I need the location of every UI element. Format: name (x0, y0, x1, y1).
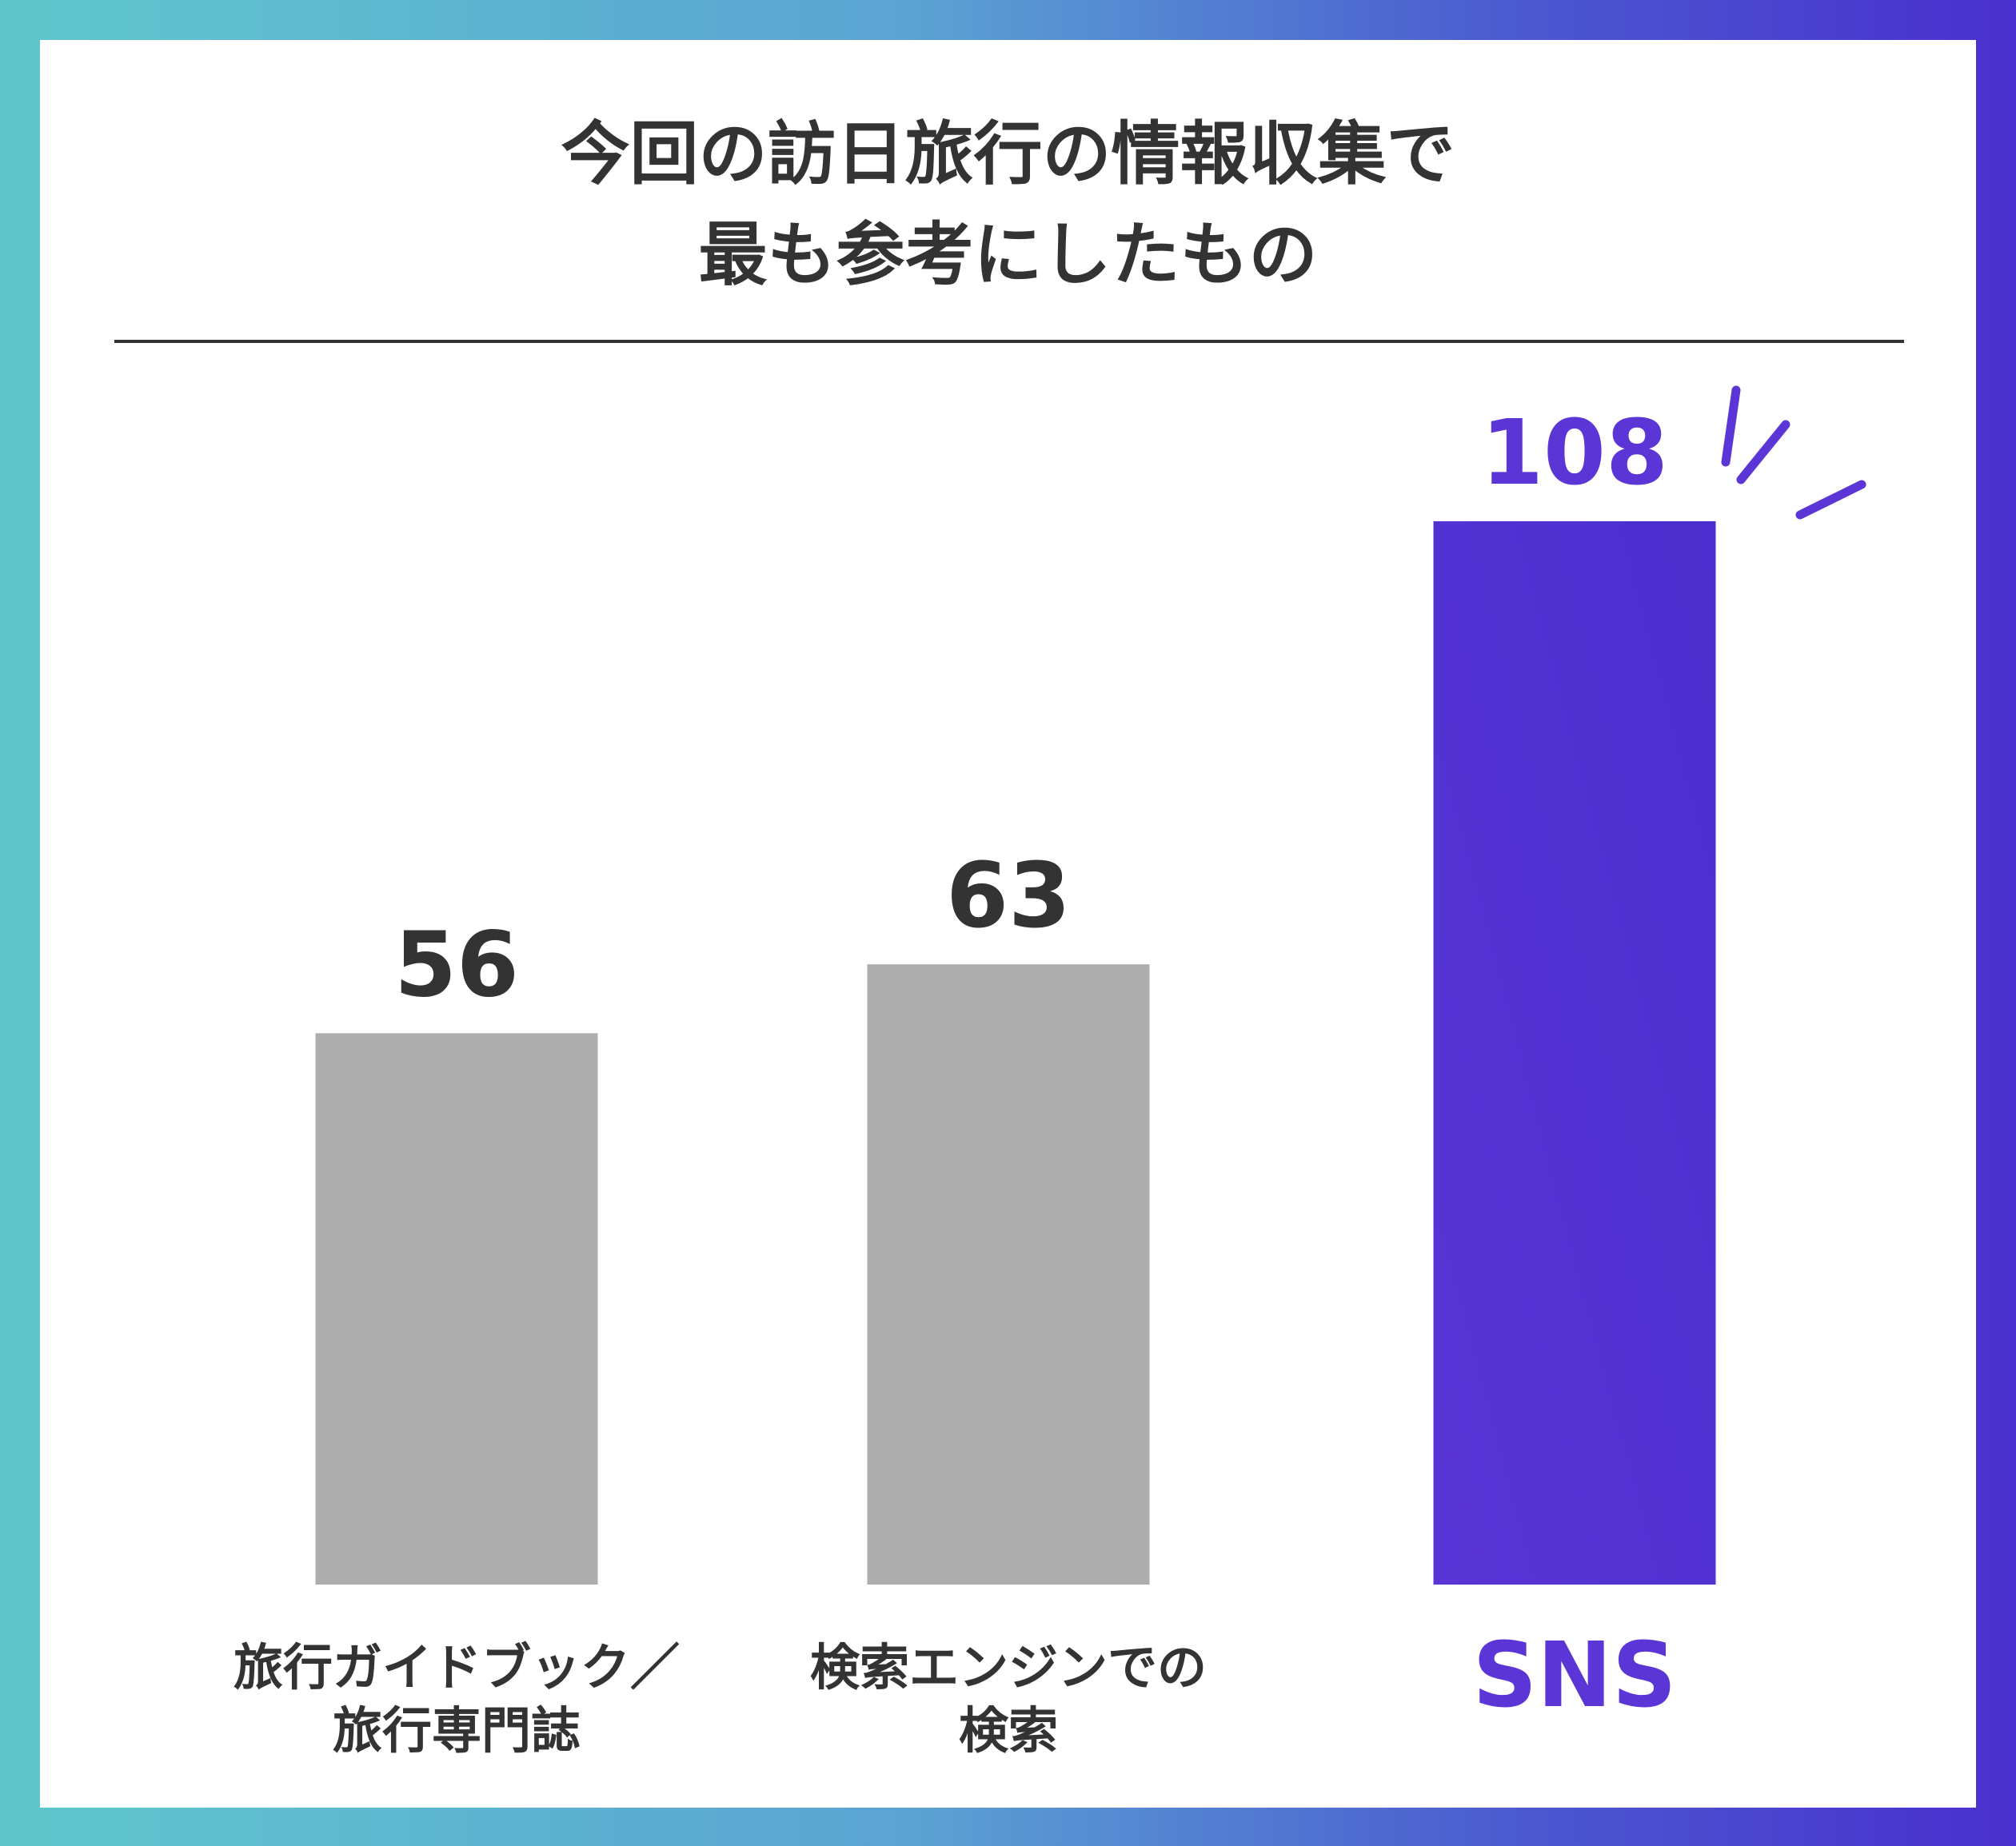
bar-1 (315, 1033, 598, 1585)
value-label-1: 56 (394, 913, 519, 1017)
category-label-line: 検索エンジンでの (809, 1638, 1207, 1696)
bar-chart: 56 63 108 (315, 385, 1866, 1585)
bar-2 (867, 964, 1150, 1585)
emphasis-marks (1721, 385, 1866, 520)
category-label-line: 旅行ガイドブック／ (233, 1638, 680, 1696)
category-label-1: 旅行ガイドブック／ 旅行専門誌 (201, 1636, 713, 1763)
bars-group (315, 521, 1716, 1585)
chart-title-line-2: 最も参考にしたもの (698, 215, 1318, 295)
bar-3 (1433, 521, 1716, 1585)
category-label-2: 検索エンジンでの 検索 (753, 1636, 1264, 1763)
chart-panel: 今回の訪日旅行の情報収集で 最も参考にしたもの 56 63 108 旅行ガイドブック… (40, 40, 1976, 1808)
title-divider (114, 340, 1904, 343)
value-labels-group: 56 63 108 (394, 401, 1668, 1017)
category-label-line: 旅行専門誌 (332, 1701, 581, 1760)
category-label-3: SNS (1319, 1624, 1830, 1728)
value-label-3: 108 (1481, 401, 1668, 505)
category-label-line: 検索 (958, 1701, 1058, 1760)
value-label-2: 63 (946, 844, 1071, 948)
emphasis-mark (1736, 420, 1790, 484)
category-label-line: SNS (1472, 1624, 1677, 1728)
emphasis-mark (1795, 480, 1866, 520)
emphasis-mark (1721, 385, 1741, 467)
chart-title-line-1: 今回の訪日旅行の情報収集で (561, 114, 1455, 194)
